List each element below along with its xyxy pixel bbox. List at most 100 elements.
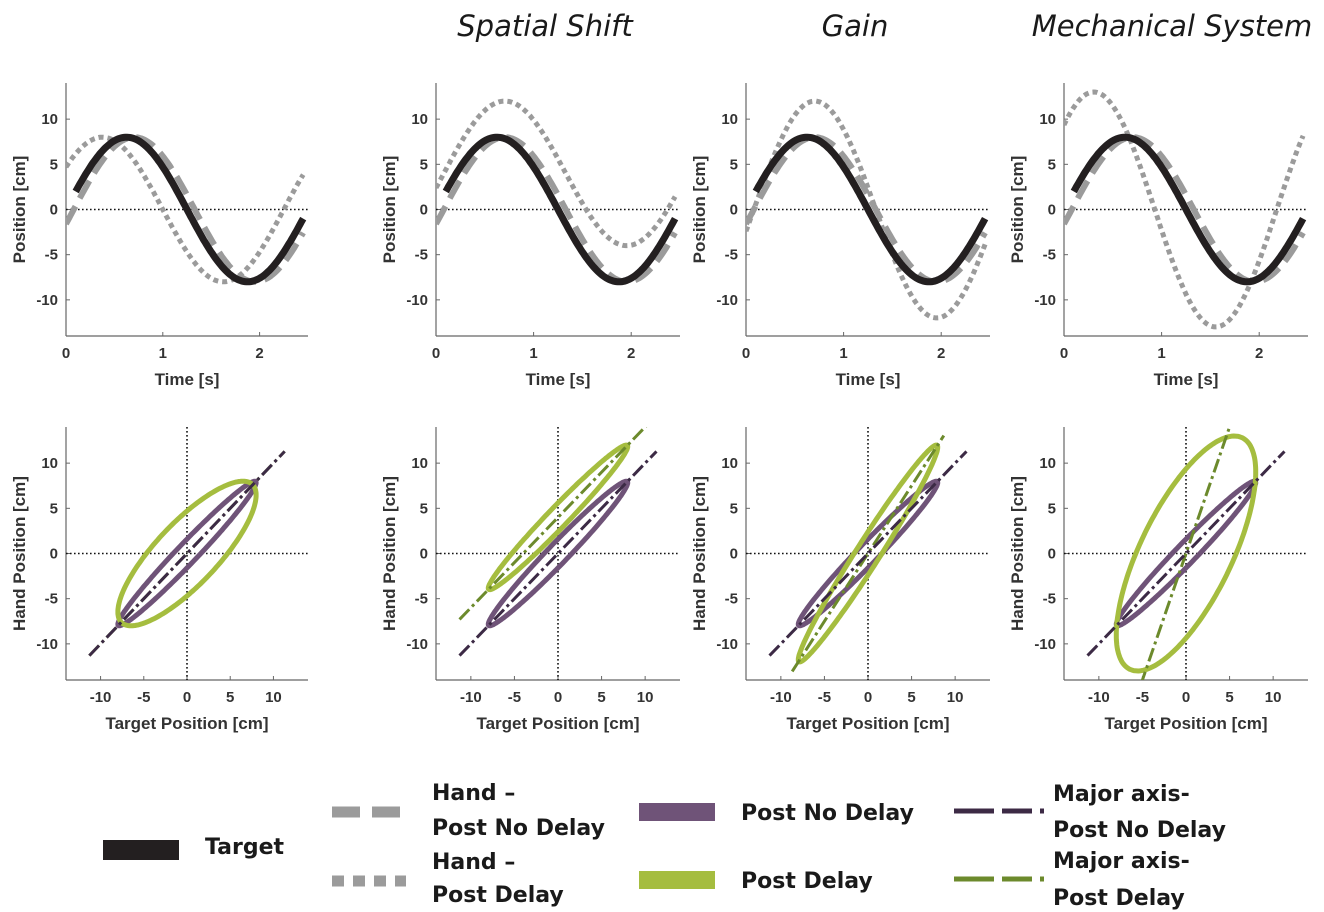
x-tick-label: -10 xyxy=(1088,689,1110,706)
y-tick-label: -5 xyxy=(45,247,58,264)
y-tick-label: 0 xyxy=(1048,202,1056,219)
x-tick-label: 1 xyxy=(1157,345,1165,362)
panel-time-3: -10 -5 0 5 10 0 1 2 Time [s] Position [cm] xyxy=(690,83,990,389)
legend-label-hand-delay-line2: Post Delay xyxy=(432,883,564,908)
series-hand-no-delay xyxy=(66,134,306,285)
x-tick-label: 5 xyxy=(597,689,605,706)
ellipse-post-no-delay xyxy=(115,478,259,629)
x-tick-label: -5 xyxy=(508,689,521,706)
plot-area xyxy=(1086,427,1286,680)
y-tick-label: 5 xyxy=(730,500,738,517)
legend-label-major-delay-line2: Post Delay xyxy=(1053,886,1185,911)
series-target xyxy=(1070,133,1307,286)
y-tick-label: -10 xyxy=(716,292,738,309)
series-hand-delay xyxy=(746,98,988,321)
x-tick-label: 2 xyxy=(1255,345,1263,362)
x-axis-label: Target Position [cm] xyxy=(105,714,268,733)
x-tick-label: 1 xyxy=(839,345,847,362)
major-axis-post-delay xyxy=(458,427,648,621)
y-tick-label: 0 xyxy=(50,546,58,563)
legend-label-hand-no-delay-line2: Post No Delay xyxy=(432,816,605,841)
y-tick-label: 0 xyxy=(1048,546,1056,563)
ellipse-post-no-delay xyxy=(795,478,941,629)
y-tick-label: 5 xyxy=(1048,500,1056,517)
y-tick-label: 0 xyxy=(730,202,738,219)
y-tick-label: 10 xyxy=(411,111,428,128)
panel-time-2: -10 -5 0 5 10 0 1 2 Time [s] Position [cm] xyxy=(380,83,680,389)
y-tick-label: 5 xyxy=(420,156,428,173)
x-tick-label: 0 xyxy=(864,689,872,706)
y-tick-label: -10 xyxy=(36,292,58,309)
x-tick-label: 1 xyxy=(529,345,537,362)
x-tick-label: 0 xyxy=(554,689,562,706)
y-tick-label: -5 xyxy=(415,247,428,264)
x-axis-label: Target Position [cm] xyxy=(786,714,949,733)
major-axis-post-delay xyxy=(1140,427,1232,680)
plot-area xyxy=(1064,89,1307,330)
x-tick-label: -5 xyxy=(818,689,831,706)
panel-phase-4: -10 -5 0 5 10 -10 -5 0 5 10 Target Position [cm] Ha… xyxy=(1008,427,1308,733)
series-target xyxy=(72,133,307,286)
panel-phase-2: -10 -5 0 5 10 -10 -5 0 5 10 Target Position [cm] Ha… xyxy=(380,427,680,733)
y-axis-label: Position [cm] xyxy=(380,156,399,264)
panel-time-1: -10 -5 0 5 10 0 1 2 Time [s] Position [cm] xyxy=(10,83,308,389)
x-tick-label: 2 xyxy=(937,345,945,362)
major-axis-post-no-delay xyxy=(1086,450,1286,657)
x-tick-label: -5 xyxy=(1136,689,1149,706)
x-tick-label: 10 xyxy=(1265,689,1282,706)
y-tick-label: -5 xyxy=(415,591,428,608)
x-axis-label: Time [s] xyxy=(155,370,220,389)
x-tick-label: 0 xyxy=(183,689,191,706)
plot-area xyxy=(746,98,989,321)
x-tick-label: 10 xyxy=(265,689,282,706)
x-tick-label: 10 xyxy=(637,689,654,706)
x-tick-label: 5 xyxy=(1225,689,1233,706)
ellipse-post-delay xyxy=(1113,433,1259,674)
major-axis-post-delay xyxy=(790,434,946,673)
y-tick-label: 10 xyxy=(41,111,58,128)
y-tick-label: -5 xyxy=(1043,247,1056,264)
series-target xyxy=(442,133,679,286)
y-tick-label: -5 xyxy=(725,591,738,608)
x-tick-label: 10 xyxy=(947,689,964,706)
y-tick-label: -10 xyxy=(716,636,738,653)
legend-label-major-no-delay-line1: Major axis- xyxy=(1053,782,1190,807)
y-tick-label: 5 xyxy=(50,500,58,517)
x-tick-label: -10 xyxy=(460,689,482,706)
x-axis-label: Target Position [cm] xyxy=(476,714,639,733)
ellipse-post-no-delay xyxy=(485,478,631,629)
series-hand-no-delay xyxy=(436,134,678,285)
plot-area xyxy=(436,98,679,286)
y-tick-label: 10 xyxy=(1039,111,1056,128)
legend-label-post-no-delay: Post No Delay xyxy=(741,801,914,826)
legend-label-hand-delay-line1: Hand – xyxy=(432,850,515,875)
y-tick-label: 5 xyxy=(1048,156,1056,173)
major-axis-post-no-delay xyxy=(768,450,968,657)
legend-label-hand-no-delay-line1: Hand – xyxy=(432,781,515,806)
series-hand-delay xyxy=(436,98,678,249)
x-tick-label: 5 xyxy=(226,689,234,706)
y-tick-label: 0 xyxy=(730,546,738,563)
legend-label-post-delay: Post Delay xyxy=(741,869,873,894)
panel-phase-3: -10 -5 0 5 10 -10 -5 0 5 10 Target Position [cm] Ha… xyxy=(690,427,990,733)
x-axis-label: Time [s] xyxy=(1154,370,1219,389)
x-tick-label: 0 xyxy=(62,345,70,362)
legend-label-major-no-delay-line2: Post No Delay xyxy=(1053,818,1226,843)
major-axis-post-no-delay xyxy=(88,450,286,657)
y-tick-label: 5 xyxy=(730,156,738,173)
series-target xyxy=(752,133,989,286)
x-tick-label: 0 xyxy=(1182,689,1190,706)
y-tick-label: -10 xyxy=(1034,636,1056,653)
y-axis-label: Position [cm] xyxy=(10,156,29,264)
panel-time-4: -10 -5 0 5 10 0 1 2 Time [s] Position [cm] xyxy=(1008,83,1308,389)
y-tick-label: 10 xyxy=(41,455,58,472)
ellipse-post-delay xyxy=(115,478,259,629)
y-tick-label: -10 xyxy=(36,636,58,653)
column-titles: Spatial Shift Gain Mechanical System xyxy=(457,9,1312,43)
x-tick-label: 5 xyxy=(907,689,915,706)
x-tick-label: 1 xyxy=(159,345,167,362)
ellipse-post-delay xyxy=(795,442,941,665)
x-tick-label: -10 xyxy=(90,689,112,706)
panel-phase-1: -10 -5 0 5 10 -10 -5 0 5 10 Target Position [cm] Ha… xyxy=(10,427,308,733)
